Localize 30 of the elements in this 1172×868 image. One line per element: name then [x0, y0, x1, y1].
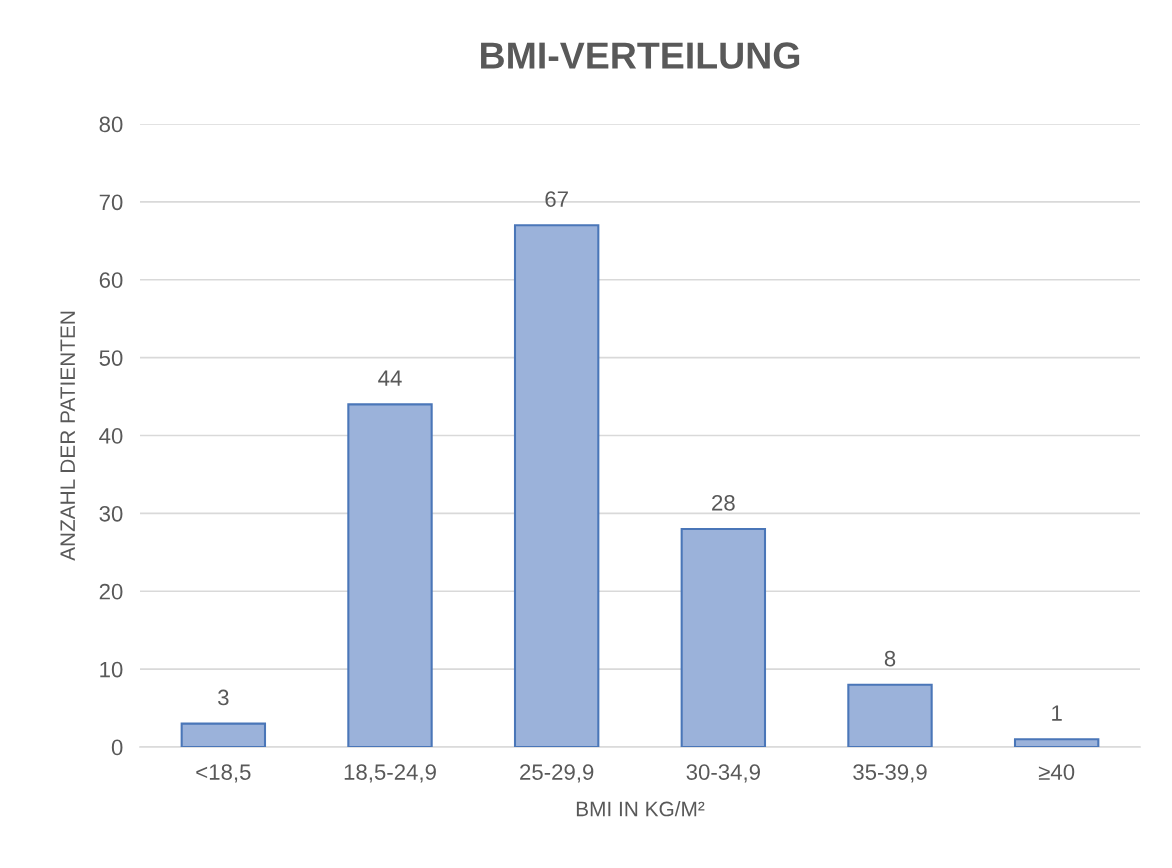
y-tick-label: 0: [111, 739, 123, 756]
x-tick-label: 30-34,9: [686, 764, 760, 783]
x-tick-label: 25-29,9: [520, 764, 594, 783]
x-axis-title: BMI IN KG/M²: [576, 801, 705, 817]
y-axis-title: ANZAHL DER PATIENTEN: [60, 311, 75, 561]
chart-title: BMI-VERTEILUNG: [481, 42, 800, 69]
x-tick-label: 18,5-24,9: [344, 764, 436, 783]
y-tick-label: 20: [99, 583, 123, 600]
data-label: 3: [218, 689, 229, 706]
bar: [513, 224, 600, 747]
y-tick-label: 60: [99, 272, 123, 289]
data-label: 1: [1052, 705, 1062, 721]
x-tick-label: <18,5: [196, 764, 251, 783]
x-tick-label: 35-39,9: [853, 764, 927, 783]
bar: [180, 722, 267, 747]
bar: [347, 403, 433, 747]
bar: [1013, 738, 1100, 747]
y-tick-label: 40: [99, 428, 123, 444]
y-tick-label: 50: [99, 350, 123, 366]
x-tick-label: ≥40: [1038, 764, 1075, 780]
data-label: 67: [545, 191, 568, 207]
y-tick-label: 80: [99, 116, 123, 133]
bar: [847, 683, 933, 747]
bar: [680, 527, 767, 747]
y-tick-label: 70: [99, 194, 123, 211]
data-label: 44: [378, 370, 402, 386]
data-label: 8: [884, 650, 896, 667]
y-tick-label: 30: [99, 505, 123, 522]
data-label: 28: [712, 494, 735, 511]
y-tick-label: 10: [100, 661, 123, 678]
